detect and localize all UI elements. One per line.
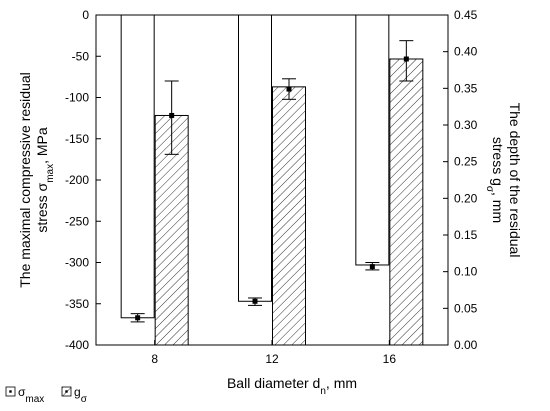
left-axis-title: The maximal compressive residualstress σ… — [17, 72, 56, 288]
left-tick-label--150: -150 — [65, 132, 89, 146]
bar-g-sigma-12 — [272, 86, 306, 346]
right-tick-label-0.20: 0.20 — [454, 191, 478, 205]
right-tick-label-0.35: 0.35 — [454, 81, 478, 95]
right-tick-label-0.05: 0.05 — [454, 301, 478, 315]
left-tick-label--300: -300 — [65, 256, 89, 270]
bar-sigma-max-12 — [238, 14, 272, 302]
left-axis-ticks: 0 -50 -100 -150 -200 -250 -300 -350 -400 — [65, 8, 101, 352]
right-tick-label-0.15: 0.15 — [454, 228, 478, 242]
right-tick-label-0.40: 0.40 — [454, 45, 478, 59]
legend-swatch-sigma-dot — [9, 390, 12, 393]
x-tick-label-8: 8 — [151, 352, 158, 366]
left-tick-label--50: -50 — [72, 49, 90, 63]
x-axis-ticks: 8 12 16 — [151, 340, 396, 366]
bars-layer — [120, 14, 424, 346]
data-point-g-sigma-2 — [403, 56, 409, 62]
data-point-sigma-max-0 — [135, 315, 141, 321]
right-tick-label-0.30: 0.30 — [454, 118, 478, 132]
left-tick-label--200: -200 — [65, 173, 89, 187]
x-tick-label-12: 12 — [265, 352, 279, 366]
right-axis-title: The depth of the residualstress gσ, mm — [485, 103, 524, 258]
data-point-sigma-max-2 — [369, 264, 375, 270]
left-tick-label--100: -100 — [65, 91, 89, 105]
data-point-g-sigma-1 — [286, 86, 292, 92]
left-tick-label-0: 0 — [82, 8, 89, 22]
bar-sigma-max-16 — [355, 14, 390, 266]
data-point-g-sigma-0 — [169, 112, 175, 118]
left-tick-label--250: -250 — [65, 214, 89, 228]
right-tick-label-0.45: 0.45 — [454, 8, 478, 22]
data-point-sigma-max-1 — [252, 298, 258, 304]
right-axis-ticks: 0.00 0.05 0.10 0.15 0.20 0.25 0.30 0.35 0.40 0.45 — [443, 8, 478, 352]
legend-label-sigma-max: σmax — [18, 385, 44, 405]
right-tick-label-0.25: 0.25 — [454, 155, 478, 169]
legend-swatch-g-dot — [65, 390, 68, 393]
legend: σmax gσ — [5, 385, 88, 405]
bar-g-sigma-16 — [389, 58, 424, 346]
x-axis-title: Ball diameter dn, mm — [227, 375, 357, 397]
left-tick-label--350: -350 — [65, 297, 89, 311]
error-bars-layer — [130, 40, 414, 323]
right-tick-label-0.00: 0.00 — [454, 338, 478, 352]
bar-sigma-max-8 — [120, 14, 155, 319]
x-tick-label-16: 16 — [383, 352, 397, 366]
right-tick-label-0.10: 0.10 — [454, 265, 478, 279]
legend-label-g-sigma: gσ — [74, 385, 88, 405]
left-tick-label--400: -400 — [65, 338, 89, 352]
